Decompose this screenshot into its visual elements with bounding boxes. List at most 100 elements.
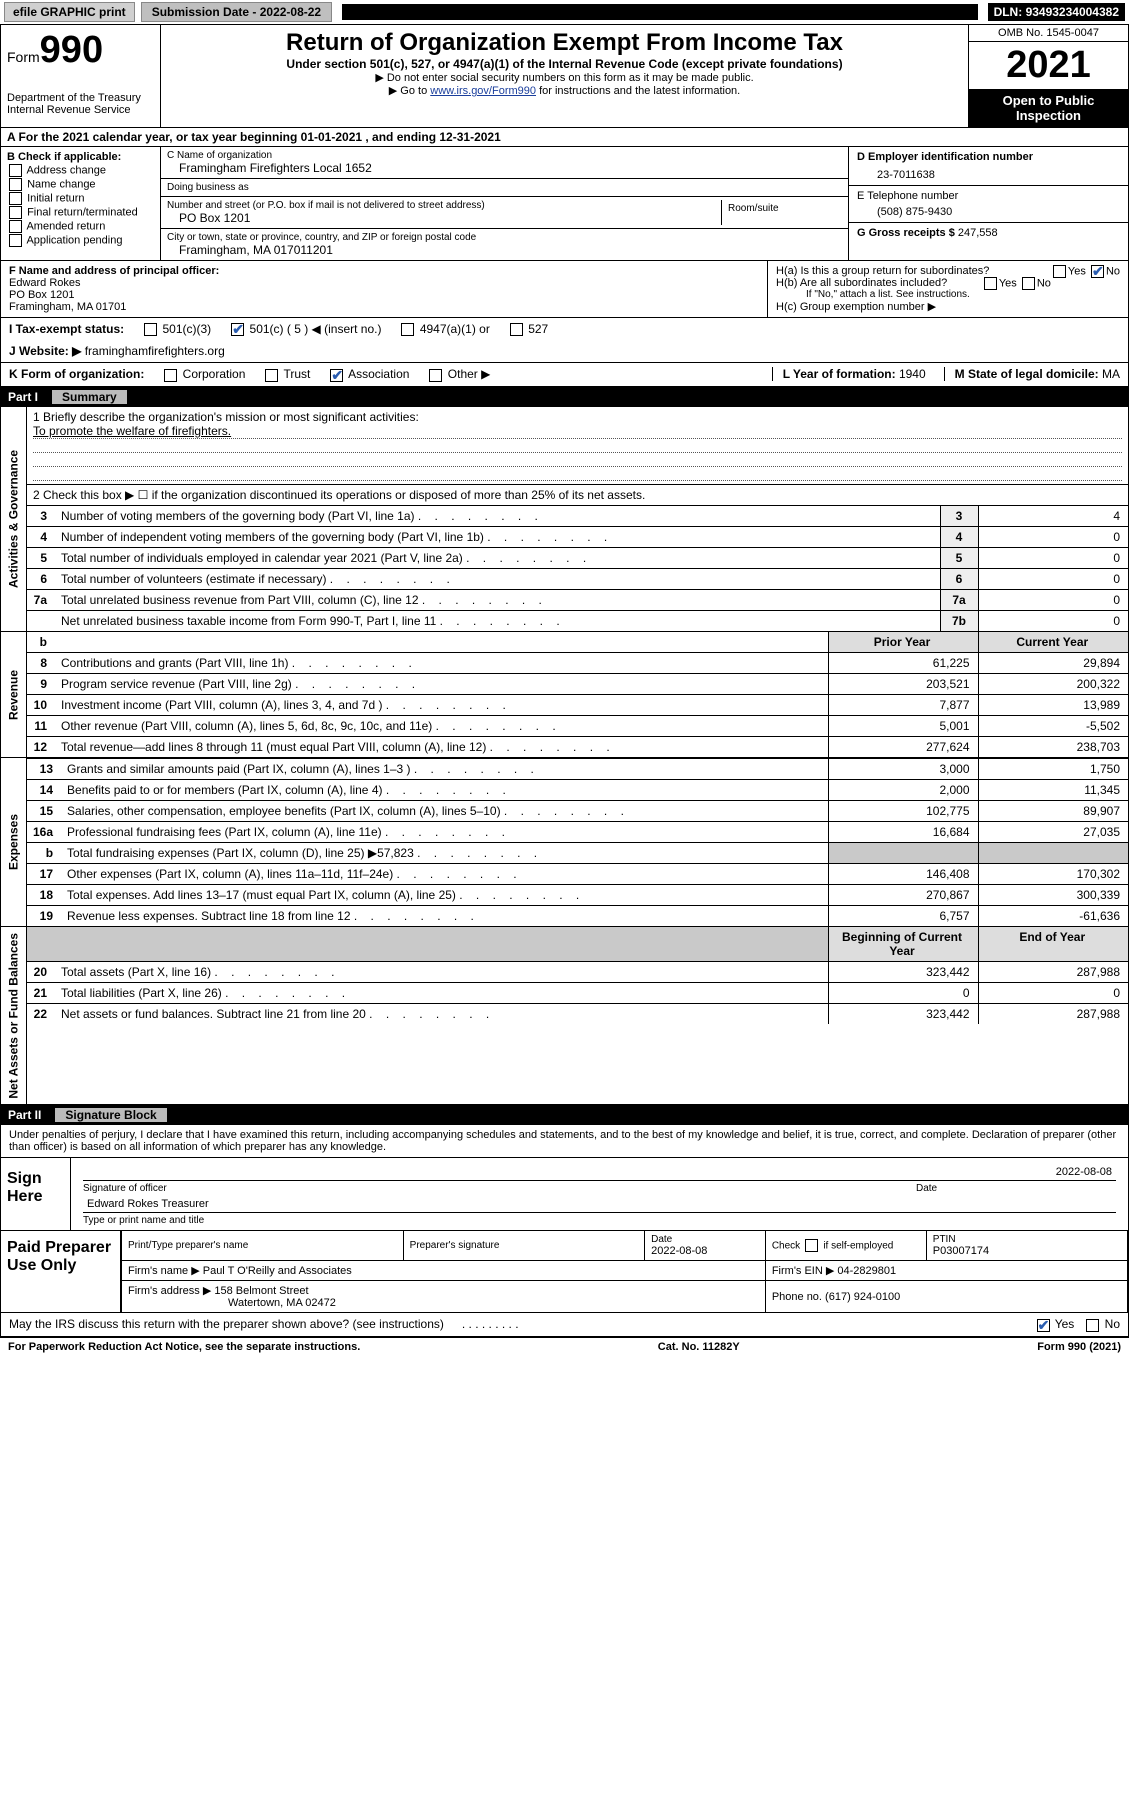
irs-discuss-label: May the IRS discuss this return with the… [9,1317,444,1331]
yes-label: Yes [1055,1317,1075,1331]
signature-block: Under penalties of perjury, I declare th… [0,1125,1129,1336]
h-b-label: H(b) Are all subordinates included? [776,277,947,289]
table-row: 22Net assets or fund balances. Subtract … [27,1003,1128,1024]
table-row: 5Total number of individuals employed in… [27,547,1128,568]
net-vlabel: Net Assets or Fund Balances [1,927,27,1105]
part-ii-title: Signature Block [55,1108,166,1122]
table-row: 7aTotal unrelated business revenue from … [27,589,1128,610]
sig-date-label: Date [916,1183,1116,1194]
officer-label: F Name and address of principal officer: [9,265,219,277]
tax-year: 2021 [969,42,1128,89]
col-b-letter: b [27,632,55,653]
irs-link[interactable]: www.irs.gov/Form990 [430,85,536,97]
sign-here-label: Sign Here [1,1158,71,1230]
discuss-no-checkbox[interactable] [1086,1319,1099,1332]
row-a-tax-year: A For the 2021 calendar year, or tax yea… [0,128,1129,147]
address-value: PO Box 1201 [167,211,721,225]
chk-application-pending[interactable]: Application pending [7,234,154,247]
sig-date: 2022-08-08 [1056,1166,1112,1178]
rev-section: Revenue b Prior Year Current Year 8Contr… [0,632,1129,758]
topbar-spacer [342,4,977,20]
note-link: ▶ Go to www.irs.gov/Form990 for instruct… [165,84,964,97]
table-row: 12Total revenue—add lines 8 through 11 (… [27,736,1128,757]
chk-501c[interactable] [231,323,244,336]
chk-other[interactable] [429,369,442,382]
chk-name-change[interactable]: Name change [7,178,154,191]
prior-year-hdr: Prior Year [828,632,978,653]
net-table: Beginning of Current Year End of Year 20… [27,927,1128,1024]
ptin-value: P03007174 [933,1245,989,1257]
chk-trust[interactable] [265,369,278,382]
note-link-pre: ▶ Go to [389,85,430,97]
no-label: No [1037,277,1051,289]
chk-amended-return-label: Amended return [26,220,105,232]
discuss-yes-checkbox[interactable] [1037,1319,1050,1332]
h-a: H(a) Is this a group return for subordin… [776,265,1120,277]
lbl-527: 527 [528,322,548,336]
part-i-label: Part I [8,390,38,404]
table-row: 13Grants and similar amounts paid (Part … [27,758,1128,779]
submission-date: Submission Date - 2022-08-22 [141,2,332,22]
table-row: 11Other revenue (Part VIII, column (A), … [27,715,1128,736]
note-ssn: ▶ Do not enter social security numbers o… [165,71,964,84]
chk-4947[interactable] [401,323,414,336]
rev-vlabel: Revenue [1,632,27,757]
prep-date: 2022-08-08 [651,1245,707,1257]
gov-vlabel: Activities & Governance [1,407,27,631]
chk-address-change[interactable]: Address change [7,164,154,177]
row-fh: F Name and address of principal officer:… [0,261,1129,318]
chk-assoc[interactable] [330,369,343,382]
domicile-label: M State of legal domicile: [955,367,1102,381]
prep-self-emp-label: if self-employed [823,1241,893,1252]
firm-ein-label: Firm's EIN ▶ [772,1265,838,1277]
table-row: 15Salaries, other compensation, employee… [27,800,1128,821]
hb-no-checkbox[interactable] [1022,277,1035,290]
chk-initial-return-label: Initial return [27,192,84,204]
table-row: 20Total assets (Part X, line 16)323,4422… [27,961,1128,982]
exp-vlabel: Expenses [1,758,27,926]
hb-yes-checkbox[interactable] [984,277,997,290]
year-form-value: 1940 [899,367,926,381]
website-label: J Website: ▶ [9,344,85,358]
rev-table: b Prior Year Current Year 8Contributions… [27,632,1128,757]
table-row: bTotal fundraising expenses (Part IX, co… [27,842,1128,863]
col-d: D Employer identification number 23-7011… [848,147,1128,260]
gov-section: Activities & Governance 1 Briefly descri… [0,407,1129,632]
ein-cell: D Employer identification number 23-7011… [849,147,1128,186]
ha-yes-checkbox[interactable] [1053,265,1066,278]
firm-addr2: Watertown, MA 02472 [128,1297,336,1309]
firm-ein: 04-2829801 [837,1265,896,1277]
header-left: Form990 Department of the Treasury Inter… [1,25,161,127]
chk-initial-return[interactable]: Initial return [7,192,154,205]
chk-527[interactable] [510,323,523,336]
org-name: Framingham Firefighters Local 1652 [167,161,842,175]
form-title: Return of Organization Exempt From Incom… [165,29,964,57]
org-name-label: C Name of organization [167,150,842,161]
efile-button[interactable]: efile GRAPHIC print [4,2,135,22]
prep-date-hdr: Date [651,1234,759,1245]
chk-amended-return[interactable]: Amended return [7,220,154,233]
mission-label: 1 Briefly describe the organization's mi… [33,410,1122,424]
chk-final-return[interactable]: Final return/terminated [7,206,154,219]
chk-final-return-label: Final return/terminated [27,206,138,218]
begin-year-hdr: Beginning of Current Year [828,927,978,962]
preparer-table: Print/Type preparer's name Preparer's si… [121,1231,1128,1312]
footer: For Paperwork Reduction Act Notice, see … [0,1337,1129,1356]
prep-check-lbl: Check [772,1241,800,1252]
chk-self-employed[interactable] [805,1239,818,1252]
part-ii-header: Part II Signature Block [0,1105,1129,1125]
gov-table: 1 Briefly describe the organization's mi… [27,407,1128,631]
chk-501c3[interactable] [144,323,157,336]
yes-label: Yes [1068,265,1086,277]
ein-label: D Employer identification number [857,151,1120,163]
principal-officer: F Name and address of principal officer:… [1,261,768,317]
ha-no-checkbox[interactable] [1091,265,1104,278]
irs-label: Internal Revenue Service [7,104,154,116]
open-inspection: Open to Public Inspection [969,89,1128,127]
chk-corp[interactable] [164,369,177,382]
prep-sig-hdr: Preparer's signature [410,1240,638,1251]
lbl-assoc: Association [348,367,409,381]
officer-printed-name: Edward Rokes Treasurer [87,1198,209,1210]
col-c: C Name of organization Framingham Firefi… [161,147,848,260]
address-cell: Number and street (or P.O. box if mail i… [161,197,848,229]
